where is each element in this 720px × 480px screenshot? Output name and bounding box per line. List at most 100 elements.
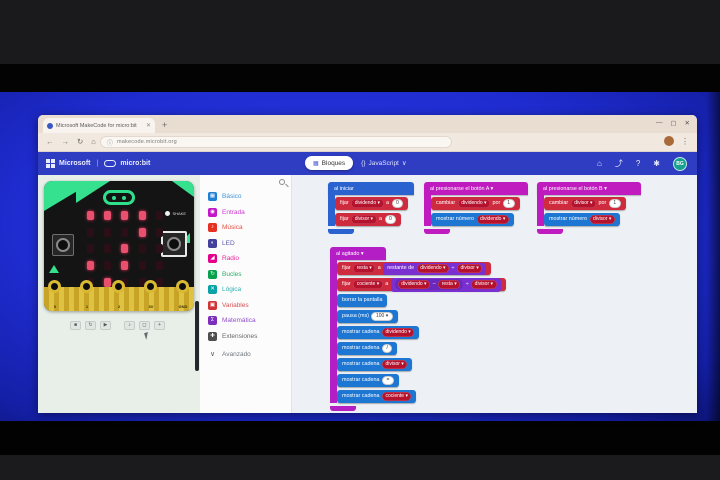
on-start-block[interactable]: al iniciar <box>328 182 414 195</box>
led-cell[interactable] <box>138 227 146 237</box>
share-icon[interactable]: ⤴ <box>614 159 623 168</box>
block-workspace[interactable]: al iniciar fijar dividendo ▾ a 0 fijar divis… <box>292 175 697 413</box>
led-cell[interactable] <box>121 210 129 220</box>
clear-screen-block[interactable]: borrar la pantalla <box>337 294 388 307</box>
toolbox-category-musica[interactable]: ♪ Música <box>200 220 291 236</box>
led-cell[interactable] <box>104 210 112 220</box>
led-cell[interactable] <box>121 278 129 288</box>
show-string-block[interactable]: mostrar cadena / <box>337 342 398 355</box>
settings-gear-icon[interactable]: ✱ <box>653 159 660 168</box>
toolbox-category-bucles[interactable]: ↻ Bucles <box>200 267 291 283</box>
help-icon[interactable]: ? <box>635 159 641 168</box>
show-string-block[interactable]: mostrar cadena dividendo ▾ <box>337 326 420 339</box>
variable-dropdown[interactable]: dividendo ▾ <box>457 199 490 208</box>
variable-dropdown[interactable]: divisor ▾ <box>471 280 497 289</box>
set-variable-block[interactable]: fijar resta ▾ a restante de dividendo ▾ ÷ div… <box>337 262 492 275</box>
block-stack-button-a[interactable]: al presionarse el botón A ▾ cambiar divid… <box>424 182 528 234</box>
show-string-block[interactable]: mostrar cadena cociente ▾ <box>337 390 417 403</box>
subtraction-math-block[interactable]: dividendo ▾ − resta ▾ <box>394 279 464 290</box>
blocks-toggle-button[interactable]: ▦ Bloques <box>305 156 354 170</box>
reload-icon[interactable]: ↻ <box>77 137 84 146</box>
variable-dropdown[interactable]: divisor ▾ <box>570 199 597 208</box>
variable-dropdown[interactable]: dividendo ▾ <box>381 328 415 337</box>
toolbox-category-led[interactable]: ◐ LED <box>200 236 291 252</box>
toolbox-category-basico[interactable]: ▦ Básico <box>208 192 242 202</box>
led-cell[interactable] <box>87 210 95 220</box>
led-cell[interactable] <box>155 278 163 288</box>
set-variable-block[interactable]: fijar dividendo ▾ a 0 <box>335 197 409 210</box>
javascript-toggle-button[interactable]: {} JavaScript ∨ <box>361 159 406 168</box>
stop-button[interactable]: ■ <box>70 321 81 330</box>
led-cell[interactable] <box>104 278 112 288</box>
led-cell[interactable] <box>121 227 129 237</box>
shake-button[interactable]: SHAKE <box>165 211 186 216</box>
show-string-block[interactable]: mostrar cadena divisor ▾ <box>337 358 413 371</box>
pause-block[interactable]: pausa (ms) 100 ▾ <box>337 310 398 323</box>
string-input[interactable]: / <box>381 344 393 353</box>
browser-menu-icon[interactable]: ⋮ <box>681 136 689 146</box>
pause-duration-dropdown[interactable]: 100 ▾ <box>371 312 393 321</box>
led-cell[interactable] <box>121 244 129 254</box>
led-cell[interactable] <box>155 210 163 220</box>
variable-dropdown[interactable]: resta ▾ <box>438 280 461 289</box>
pin-hole[interactable] <box>144 280 157 293</box>
home-icon[interactable]: ⌂ <box>91 137 96 146</box>
new-tab-button[interactable]: + <box>162 120 168 130</box>
change-variable-block[interactable]: cambiar dividendo ▾ por 1 <box>431 197 520 210</box>
button-b[interactable] <box>161 231 187 257</box>
browser-profile-avatar[interactable] <box>664 136 674 146</box>
address-bar[interactable]: ⓘ makecode.microbit.org <box>100 136 452 148</box>
number-input[interactable]: 1 <box>502 199 515 208</box>
block-stack-on-start[interactable]: al iniciar fijar dividendo ▾ a 0 fijar divis… <box>328 182 414 234</box>
minimize-button[interactable]: — <box>655 119 663 126</box>
button-a[interactable] <box>52 234 74 256</box>
led-cell[interactable] <box>104 227 112 237</box>
variable-dropdown[interactable]: divisor ▾ <box>381 360 408 369</box>
string-input[interactable]: = <box>381 376 394 385</box>
restart-button[interactable]: ↻ <box>85 321 96 330</box>
browser-tab[interactable]: Microsoft MakeCode for micro:bit ✕ <box>43 118 155 133</box>
show-number-block[interactable]: mostrar número divisor ▾ <box>544 213 620 226</box>
toolbox-category-entrada[interactable]: ◉ Entrada <box>200 205 291 221</box>
block-stack-on-shake[interactable]: al agitado ▾ fijar resta ▾ a restante de di… <box>330 247 506 411</box>
search-icon[interactable] <box>279 179 285 185</box>
on-button-a-block[interactable]: al presionarse el botón A ▾ <box>424 182 528 195</box>
pin-hole[interactable] <box>80 280 93 293</box>
panel-scrollbar[interactable] <box>195 301 199 371</box>
variable-dropdown[interactable]: divisor ▾ <box>456 264 483 273</box>
set-variable-block[interactable]: fijar divisor ▾ a 0 <box>335 213 402 226</box>
forward-icon[interactable]: → <box>61 137 70 146</box>
led-cell[interactable] <box>138 244 146 254</box>
on-shake-block[interactable]: al agitado ▾ <box>330 247 386 260</box>
led-cell[interactable] <box>87 261 95 271</box>
fullscreen-button[interactable]: + <box>154 321 165 330</box>
remainder-math-block[interactable]: restante de dividendo ▾ ÷ divisor ▾ <box>383 262 487 275</box>
block-stack-button-b[interactable]: al presionarse el botón B ▾ cambiar divis… <box>537 182 641 234</box>
slow-mo-button[interactable]: ▶ <box>100 321 111 330</box>
change-variable-block[interactable]: cambiar divisor ▾ por 1 <box>544 197 626 210</box>
variable-dropdown[interactable]: cociente ▾ <box>381 392 412 401</box>
led-matrix[interactable] <box>82 207 168 291</box>
close-button[interactable]: ✕ <box>684 120 690 127</box>
maximize-button[interactable]: ▢ <box>670 120 677 127</box>
on-button-b-block[interactable]: al presionarse el botón B ▾ <box>537 182 641 195</box>
variable-dropdown[interactable]: cociente ▾ <box>353 280 383 289</box>
pin-hole[interactable] <box>112 280 125 293</box>
mute-button[interactable]: ♪ <box>124 321 135 330</box>
toolbox-category-radio[interactable]: ◢ Radio <box>200 251 291 267</box>
led-cell[interactable] <box>104 244 112 254</box>
variable-dropdown[interactable]: dividendo ▾ <box>397 280 431 289</box>
home-icon-makecode[interactable]: ⌂ <box>597 159 602 168</box>
led-cell[interactable] <box>138 278 146 288</box>
led-cell[interactable] <box>155 244 163 254</box>
variable-dropdown[interactable]: divisor ▾ <box>351 215 377 224</box>
led-cell[interactable] <box>155 261 163 271</box>
division-math-block[interactable]: dividendo ▾ − resta ▾ ÷ divisor ▾ <box>390 277 501 292</box>
back-icon[interactable]: ← <box>46 137 54 146</box>
tab-close-icon[interactable]: ✕ <box>145 123 151 129</box>
led-cell[interactable] <box>104 261 112 271</box>
variable-dropdown[interactable]: dividendo ▾ <box>476 215 509 224</box>
led-cell[interactable] <box>87 244 95 254</box>
variable-dropdown[interactable]: dividendo ▾ <box>416 264 449 273</box>
toolbox-category-avanzado[interactable]: ∨ Avanzado <box>209 351 251 359</box>
